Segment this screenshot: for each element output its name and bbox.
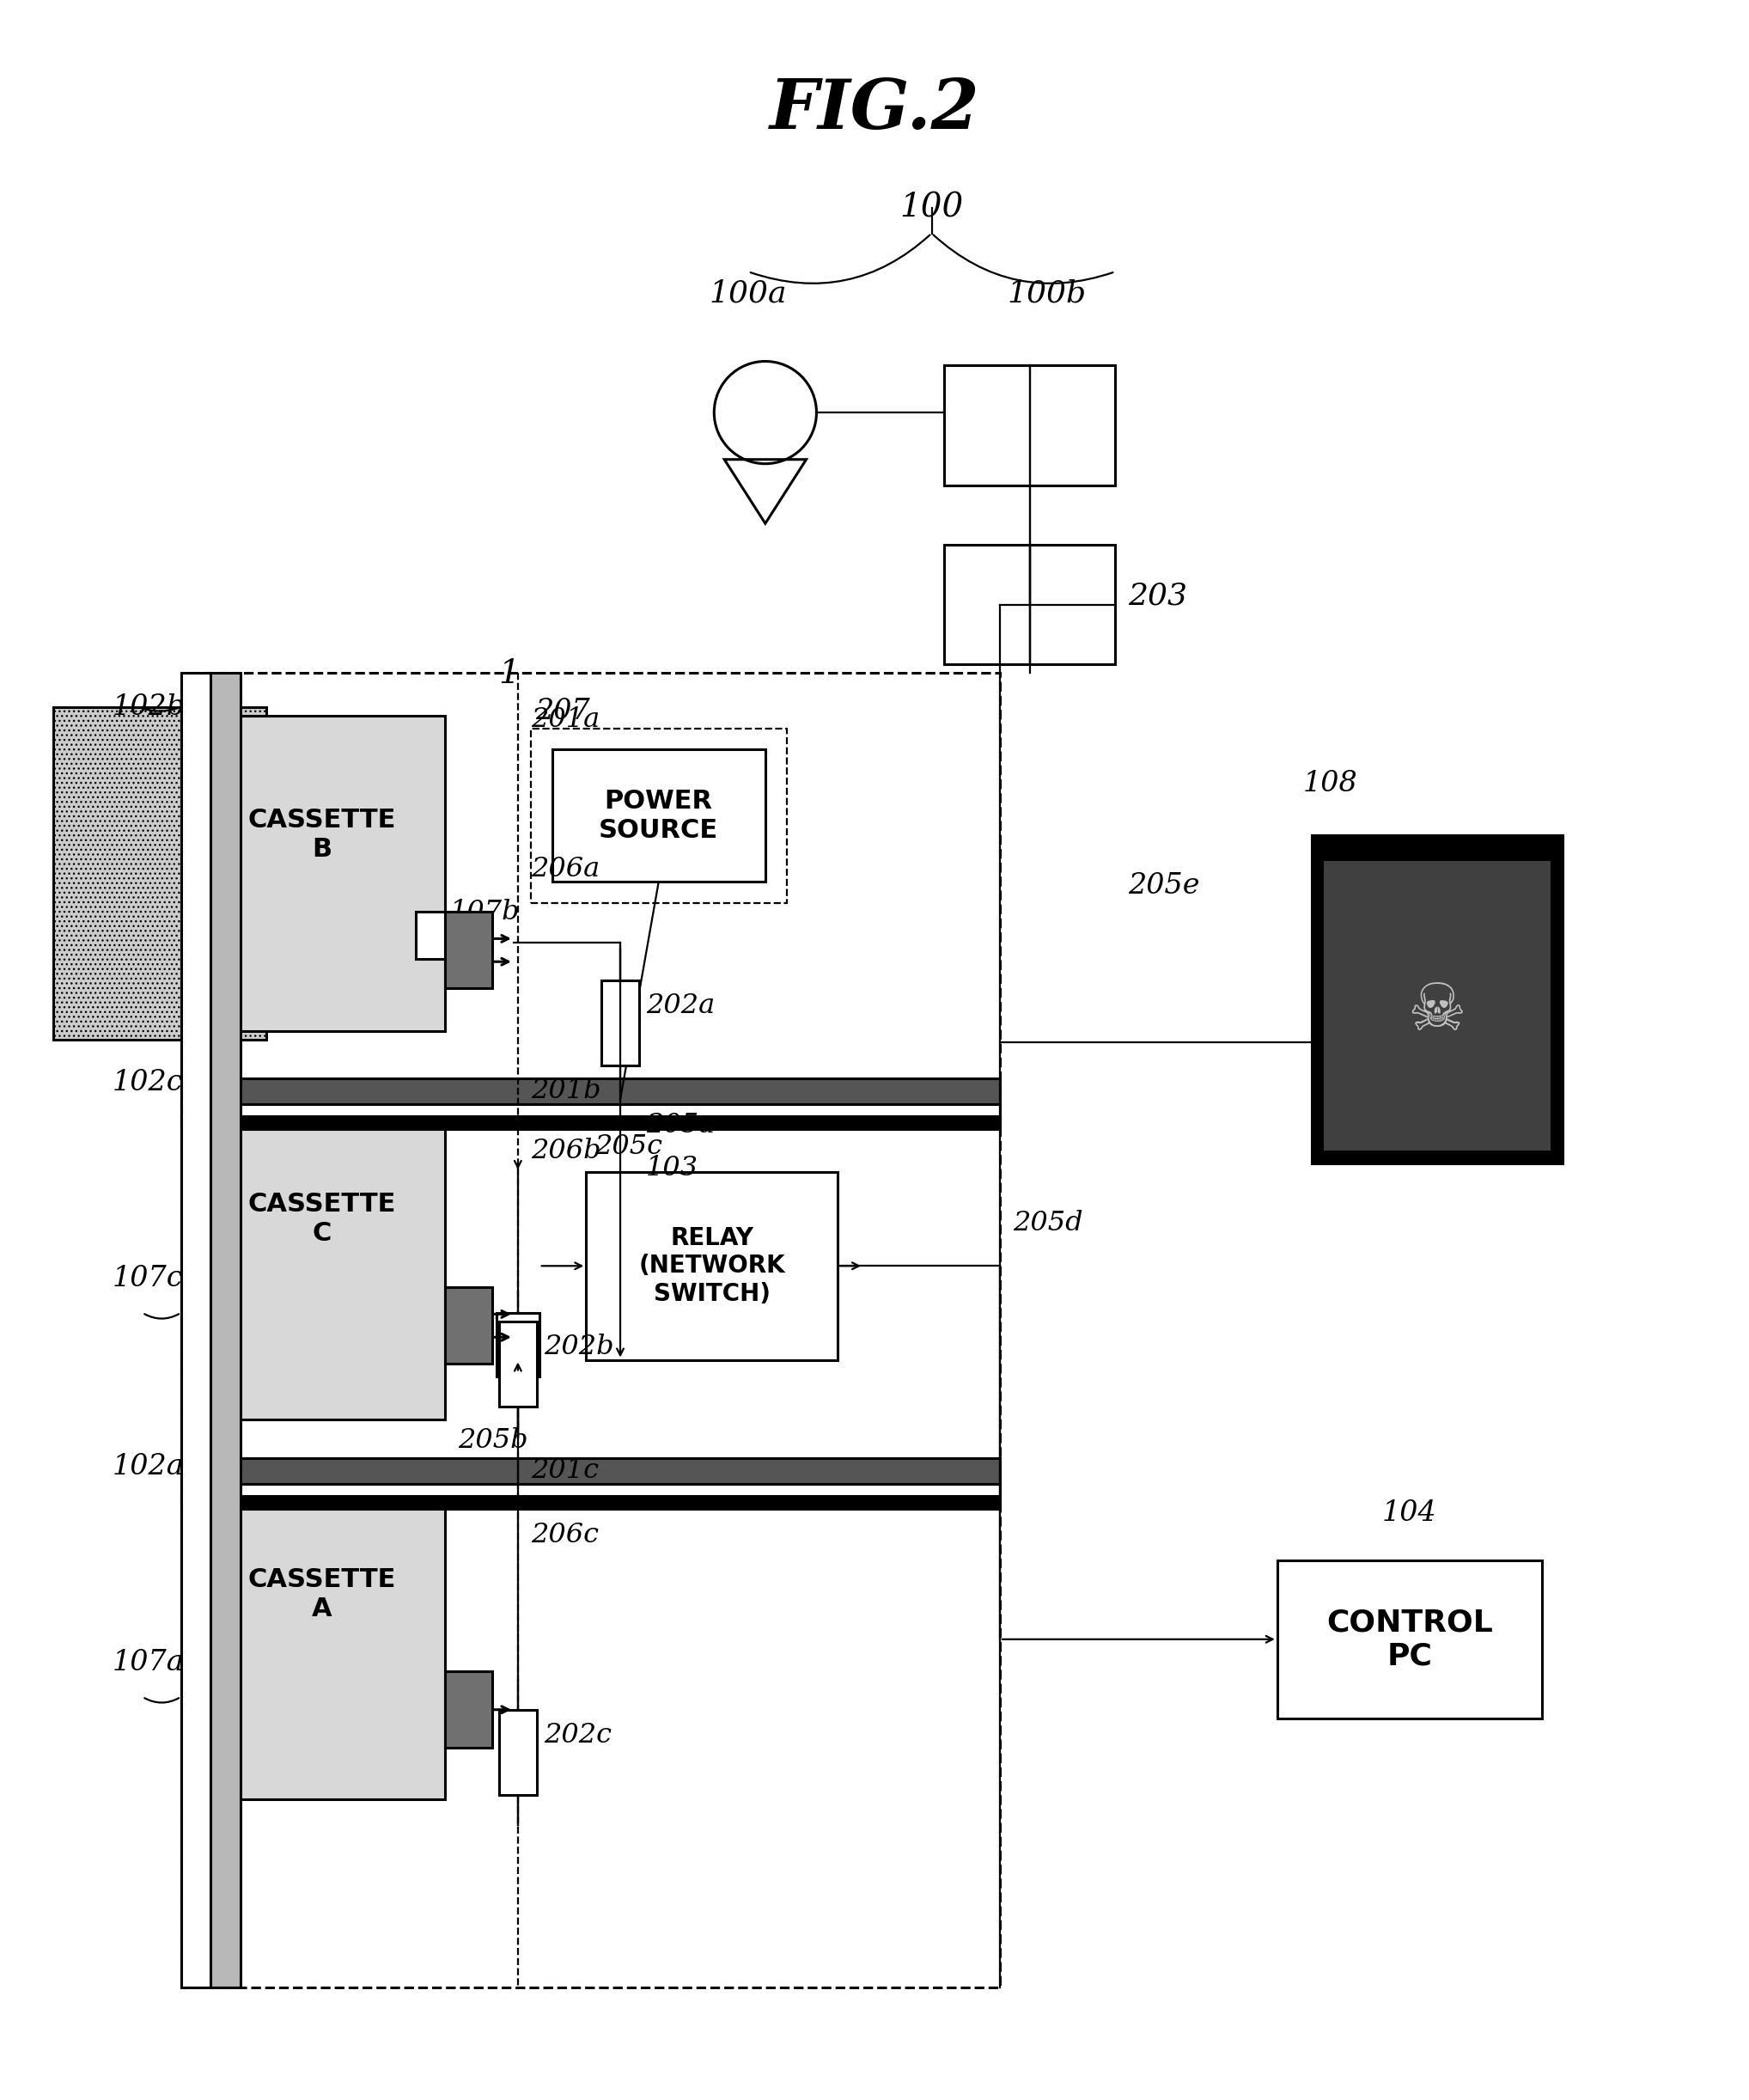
- Text: 206a: 206a: [530, 857, 600, 882]
- Text: 206c: 206c: [530, 1520, 598, 1548]
- Text: FIG.2: FIG.2: [770, 76, 979, 143]
- FancyBboxPatch shape: [180, 672, 1000, 1987]
- FancyBboxPatch shape: [446, 1287, 491, 1365]
- FancyBboxPatch shape: [446, 1672, 491, 1747]
- FancyBboxPatch shape: [180, 1483, 1000, 1506]
- Text: 100b: 100b: [1007, 279, 1086, 309]
- Text: 107c: 107c: [112, 1264, 184, 1292]
- Text: 100a: 100a: [710, 279, 787, 309]
- FancyBboxPatch shape: [180, 1466, 446, 1800]
- FancyBboxPatch shape: [180, 716, 446, 1031]
- FancyBboxPatch shape: [180, 1457, 1000, 1483]
- FancyBboxPatch shape: [1277, 1560, 1541, 1718]
- Text: 203: 203: [1128, 582, 1188, 611]
- Text: 205c: 205c: [595, 1134, 663, 1159]
- FancyBboxPatch shape: [180, 1117, 1000, 1130]
- Text: CONTROL
PC: CONTROL PC: [1326, 1609, 1492, 1672]
- FancyBboxPatch shape: [498, 1709, 537, 1795]
- Text: ☠: ☠: [1408, 981, 1467, 1044]
- FancyBboxPatch shape: [497, 1312, 539, 1378]
- Text: CASSETTE
A: CASSETTE A: [248, 1567, 395, 1621]
- Text: CASSETTE
C: CASSETTE C: [248, 1193, 395, 1245]
- FancyBboxPatch shape: [180, 1086, 446, 1420]
- FancyBboxPatch shape: [498, 1321, 537, 1407]
- Text: 107b: 107b: [449, 899, 519, 926]
- Text: 205b: 205b: [458, 1428, 528, 1453]
- FancyBboxPatch shape: [446, 911, 491, 989]
- Text: CASSETTE
B: CASSETTE B: [248, 808, 395, 861]
- FancyBboxPatch shape: [416, 911, 446, 960]
- Text: 202b: 202b: [544, 1334, 614, 1361]
- Text: 201a: 201a: [530, 706, 600, 733]
- FancyBboxPatch shape: [52, 708, 266, 1040]
- Text: 102b: 102b: [112, 693, 185, 720]
- FancyBboxPatch shape: [1312, 836, 1564, 1163]
- FancyBboxPatch shape: [944, 544, 1116, 664]
- Text: 102c: 102c: [112, 1069, 184, 1096]
- Text: 104: 104: [1382, 1499, 1438, 1527]
- FancyBboxPatch shape: [1324, 861, 1550, 1151]
- Text: 202c: 202c: [544, 1722, 612, 1749]
- Text: 100: 100: [899, 191, 964, 223]
- FancyBboxPatch shape: [586, 1172, 838, 1361]
- Text: RELAY
(NETWORK
SWITCH): RELAY (NETWORK SWITCH): [638, 1226, 785, 1306]
- FancyBboxPatch shape: [180, 1105, 1000, 1126]
- Text: 207: 207: [535, 697, 589, 724]
- Text: 107a: 107a: [112, 1648, 184, 1676]
- Text: POWER
SOURCE: POWER SOURCE: [598, 790, 719, 842]
- FancyBboxPatch shape: [553, 750, 766, 882]
- Text: 108: 108: [1303, 771, 1357, 798]
- FancyBboxPatch shape: [602, 981, 638, 1065]
- Text: 205d: 205d: [1013, 1210, 1083, 1237]
- Text: 206b: 206b: [530, 1138, 602, 1163]
- Text: 201b: 201b: [530, 1077, 602, 1105]
- Text: 205e: 205e: [1128, 872, 1200, 901]
- Text: 102a: 102a: [112, 1453, 184, 1480]
- Text: 205a: 205a: [645, 1111, 715, 1138]
- Text: 201c: 201c: [530, 1457, 598, 1485]
- Text: 1: 1: [498, 657, 519, 691]
- FancyBboxPatch shape: [210, 672, 241, 1987]
- Text: 103: 103: [645, 1155, 698, 1180]
- FancyBboxPatch shape: [180, 1497, 1000, 1510]
- FancyBboxPatch shape: [944, 365, 1116, 485]
- FancyBboxPatch shape: [180, 1077, 1000, 1105]
- Text: 202a: 202a: [645, 993, 715, 1018]
- FancyBboxPatch shape: [180, 672, 210, 1987]
